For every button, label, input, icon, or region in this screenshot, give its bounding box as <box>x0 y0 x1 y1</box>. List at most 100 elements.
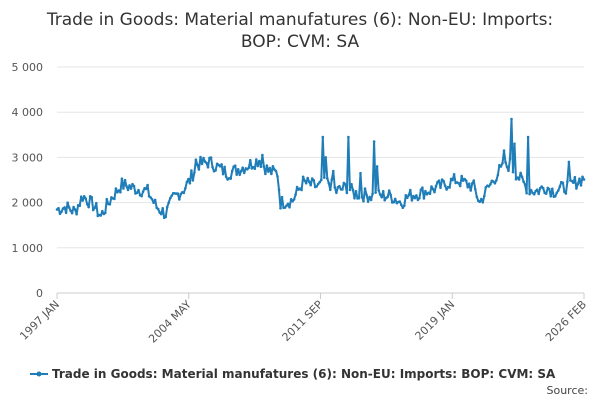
data-point[interactable] <box>114 187 118 190</box>
data-point[interactable] <box>532 193 536 196</box>
data-point[interactable] <box>316 182 320 186</box>
data-point[interactable] <box>66 201 69 204</box>
data-point[interactable] <box>469 189 473 192</box>
data-point[interactable] <box>146 183 149 187</box>
data-point[interactable] <box>433 190 436 194</box>
data-point[interactable] <box>526 135 530 139</box>
data-point[interactable] <box>564 192 568 195</box>
data-point[interactable] <box>525 191 528 195</box>
data-point[interactable] <box>57 206 60 210</box>
data-point[interactable] <box>457 182 461 185</box>
data-point[interactable] <box>292 198 296 201</box>
data-point[interactable] <box>205 161 208 165</box>
data-point[interactable] <box>419 188 423 191</box>
data-point[interactable] <box>199 155 202 159</box>
data-point[interactable] <box>274 169 278 173</box>
data-point[interactable] <box>374 191 377 194</box>
data-point[interactable] <box>283 206 287 209</box>
data-point[interactable] <box>392 201 396 204</box>
data-point[interactable] <box>301 175 305 179</box>
data-point[interactable] <box>60 210 63 213</box>
data-point[interactable] <box>229 177 232 180</box>
data-point[interactable] <box>104 211 107 215</box>
data-point[interactable] <box>424 189 427 193</box>
data-point[interactable] <box>294 193 297 196</box>
data-point[interactable] <box>259 165 263 169</box>
data-point[interactable] <box>389 193 393 197</box>
data-point[interactable] <box>84 197 87 200</box>
data-point[interactable] <box>475 195 479 199</box>
data-point[interactable] <box>264 172 267 176</box>
data-point[interactable] <box>140 194 143 198</box>
data-point[interactable] <box>360 195 364 199</box>
data-point[interactable] <box>64 211 68 215</box>
data-point[interactable] <box>519 171 522 175</box>
data-point[interactable] <box>576 182 580 185</box>
data-point[interactable] <box>335 191 338 195</box>
data-point[interactable] <box>258 159 261 163</box>
data-point[interactable] <box>267 170 270 173</box>
data-point[interactable] <box>535 188 539 191</box>
data-point[interactable] <box>239 169 243 173</box>
data-point[interactable] <box>520 175 524 179</box>
data-point[interactable] <box>307 180 311 183</box>
data-point[interactable] <box>558 185 562 188</box>
data-point[interactable] <box>312 178 316 182</box>
data-point[interactable] <box>522 180 525 183</box>
data-point[interactable] <box>156 207 160 211</box>
data-point[interactable] <box>362 199 365 203</box>
data-point[interactable] <box>430 185 433 188</box>
data-point[interactable] <box>170 194 174 197</box>
data-point[interactable] <box>428 192 432 196</box>
data-point[interactable] <box>544 192 548 195</box>
data-point[interactable] <box>505 165 509 169</box>
data-point[interactable] <box>372 140 376 143</box>
data-point[interactable] <box>265 164 269 167</box>
data-point[interactable] <box>523 183 527 186</box>
data-point[interactable] <box>187 177 190 181</box>
data-point[interactable] <box>359 171 362 175</box>
data-point[interactable] <box>206 166 210 169</box>
data-point[interactable] <box>369 198 373 202</box>
data-point[interactable] <box>398 200 402 203</box>
data-point[interactable] <box>401 206 405 209</box>
data-point[interactable] <box>366 200 370 203</box>
data-point[interactable] <box>323 176 326 179</box>
data-point[interactable] <box>73 208 77 211</box>
data-point[interactable] <box>451 178 454 182</box>
data-point[interactable] <box>483 194 486 198</box>
data-point[interactable] <box>122 187 125 190</box>
data-point[interactable] <box>484 186 488 189</box>
data-point[interactable] <box>375 165 379 168</box>
data-point[interactable] <box>238 173 241 177</box>
data-point[interactable] <box>87 205 90 209</box>
data-point[interactable] <box>528 192 531 196</box>
data-point[interactable] <box>332 169 335 173</box>
data-point[interactable] <box>318 180 322 184</box>
data-point[interactable] <box>261 153 264 157</box>
data-point[interactable] <box>416 198 420 202</box>
data-point[interactable] <box>193 171 196 174</box>
data-point[interactable] <box>169 196 172 200</box>
data-point[interactable] <box>184 186 187 190</box>
data-point[interactable] <box>422 197 426 200</box>
data-point[interactable] <box>380 195 384 199</box>
data-point[interactable] <box>551 187 554 191</box>
data-point[interactable] <box>321 135 325 139</box>
data-point[interactable] <box>404 194 408 197</box>
data-point[interactable] <box>209 156 213 159</box>
data-point[interactable] <box>179 192 183 196</box>
data-point[interactable] <box>578 177 581 180</box>
data-point[interactable] <box>262 165 266 168</box>
data-point[interactable] <box>159 212 163 216</box>
data-point[interactable] <box>256 164 260 168</box>
data-point[interactable] <box>561 181 565 185</box>
legend[interactable]: Trade in Goods: Material manufatures (6)… <box>30 367 556 381</box>
data-point[interactable] <box>495 179 498 182</box>
data-point[interactable] <box>67 206 71 209</box>
data-point[interactable] <box>326 177 329 180</box>
data-point[interactable] <box>105 197 109 201</box>
data-point[interactable] <box>113 197 116 201</box>
data-point[interactable] <box>507 169 510 173</box>
data-point[interactable] <box>581 175 584 179</box>
